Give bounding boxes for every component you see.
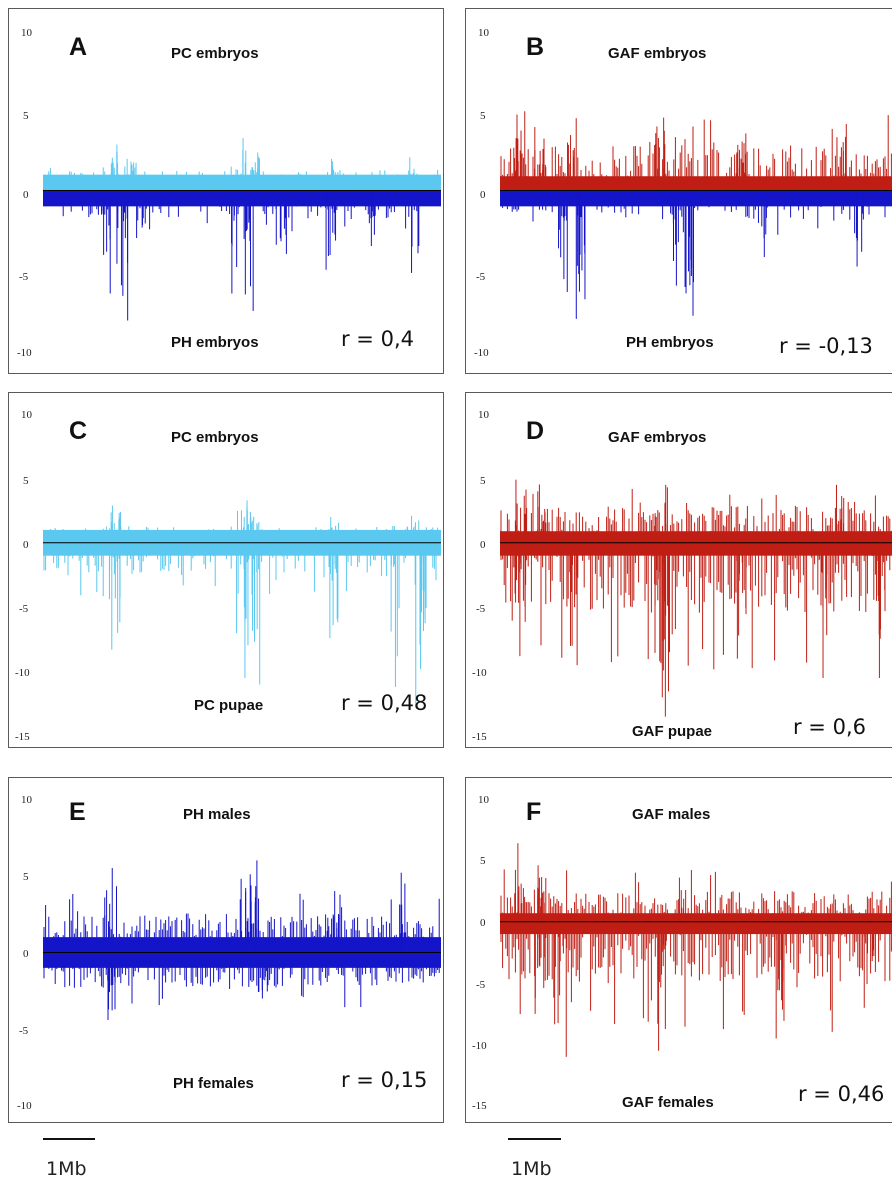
y-tick: -5 [476,979,486,991]
top-series-label: PC embryos [171,429,259,446]
y-tick: -15 [15,731,30,743]
chart-panel-c: C PC embryos PC pupae r = 0,48 10 5 0 -5… [8,392,444,748]
chart-panel-e: E PH males PH females r = 0,15 10 5 0 -5… [8,777,444,1123]
scale-bar-label: 1Mb [511,1158,552,1180]
y-tick: 0 [23,948,29,960]
scale-bar [508,1138,561,1140]
correlation-label: r = 0,48 [341,691,428,715]
y-tick: 0 [23,189,29,201]
y-tick: 5 [23,475,29,487]
panel-letter: F [526,798,542,826]
y-tick: -5 [19,603,29,615]
bottom-series-label: GAF females [622,1094,714,1111]
scale-bar-label: 1Mb [46,1158,87,1180]
y-tick: 5 [480,475,486,487]
panel-letter: E [69,798,86,826]
y-tick: -10 [472,667,487,679]
chart-panel-a: A PC embryos PH embryos r = 0,4 10 5 0 -… [8,8,444,374]
bottom-series-label: GAF pupae [632,723,713,740]
series-band-bottom [43,542,441,556]
chart-svg-d [500,479,892,717]
y-tick: 0 [23,539,29,551]
bottom-series-label: PH embryos [626,334,714,351]
top-series-label: PH males [183,806,251,823]
chart-panel-b: B GAF embryos PH embryos r = -0,13 10 5 … [465,8,892,374]
top-series-label: GAF embryos [608,45,707,62]
correlation-label: r = 0,6 [793,715,866,739]
y-tick: 10 [478,409,489,421]
series-spikes-bottom [43,542,437,708]
y-tick: 10 [478,794,489,806]
panel-letter: B [526,33,545,61]
y-tick: 0 [480,917,486,929]
series-spikes-bottom [502,190,886,319]
y-tick: 10 [478,27,489,39]
y-tick: 0 [480,539,486,551]
series-band-top [43,174,441,191]
y-tick: 5 [23,871,29,883]
chart-svg-a [43,138,441,321]
y-tick: -10 [472,1040,487,1052]
y-tick: -5 [19,1025,29,1037]
correlation-label: r = 0,4 [341,327,414,351]
correlation-label: r = -0,13 [779,334,873,358]
series-spikes-top [49,500,439,543]
y-tick: -10 [17,1100,32,1112]
y-tick: -5 [476,603,486,615]
bottom-series-label: PC pupae [194,697,264,714]
scale-bar [43,1138,95,1140]
series-band-top [500,531,892,543]
chart-svg-e [43,860,441,1021]
chart-svg-f [500,843,892,1057]
bottom-series-label: PH females [173,1075,254,1092]
chart-svg-b [500,111,892,319]
panel-letter: A [69,33,88,61]
bottom-series-label: PH embryos [171,334,259,351]
chart-panel-f: F GAF males GAF females r = 0,46 10 5 0 … [465,777,892,1123]
y-tick: 10 [21,27,32,39]
top-series-label: PC embryos [171,45,259,62]
y-tick: -15 [472,731,487,743]
y-tick: -5 [19,271,29,283]
series-band-top [43,529,441,543]
y-tick: -10 [15,667,30,679]
top-series-label: GAF males [632,806,711,823]
series-spikes-top [500,843,892,922]
series-spikes-bottom [500,921,892,1057]
series-band-bottom [500,190,892,207]
series-spikes-top [500,479,892,543]
series-spikes-bottom [62,190,420,321]
y-tick: -15 [472,1100,487,1112]
y-tick: 5 [480,855,486,867]
y-tick: -10 [474,347,489,359]
y-tick: -10 [17,347,32,359]
top-series-label: GAF embryos [608,429,707,446]
series-spikes-bottom [43,952,440,1021]
correlation-label: r = 0,46 [798,1082,885,1106]
y-tick: 10 [21,409,32,421]
y-tick: 10 [21,794,32,806]
chart-svg-c [43,500,441,708]
series-spikes-top [48,138,439,191]
correlation-label: r = 0,15 [341,1068,428,1092]
y-tick: 0 [480,189,486,201]
panel-letter: C [69,417,88,445]
series-spikes-top [43,860,440,953]
series-band-bottom [500,542,892,556]
y-tick: 5 [23,110,29,122]
chart-panel-d: D GAF embryos GAF pupae r = 0,6 10 5 0 -… [465,392,892,748]
panel-letter: D [526,417,545,445]
series-spikes-top [500,111,892,191]
y-tick: -5 [476,271,486,283]
y-tick: 5 [480,110,486,122]
series-spikes-bottom [500,542,891,717]
